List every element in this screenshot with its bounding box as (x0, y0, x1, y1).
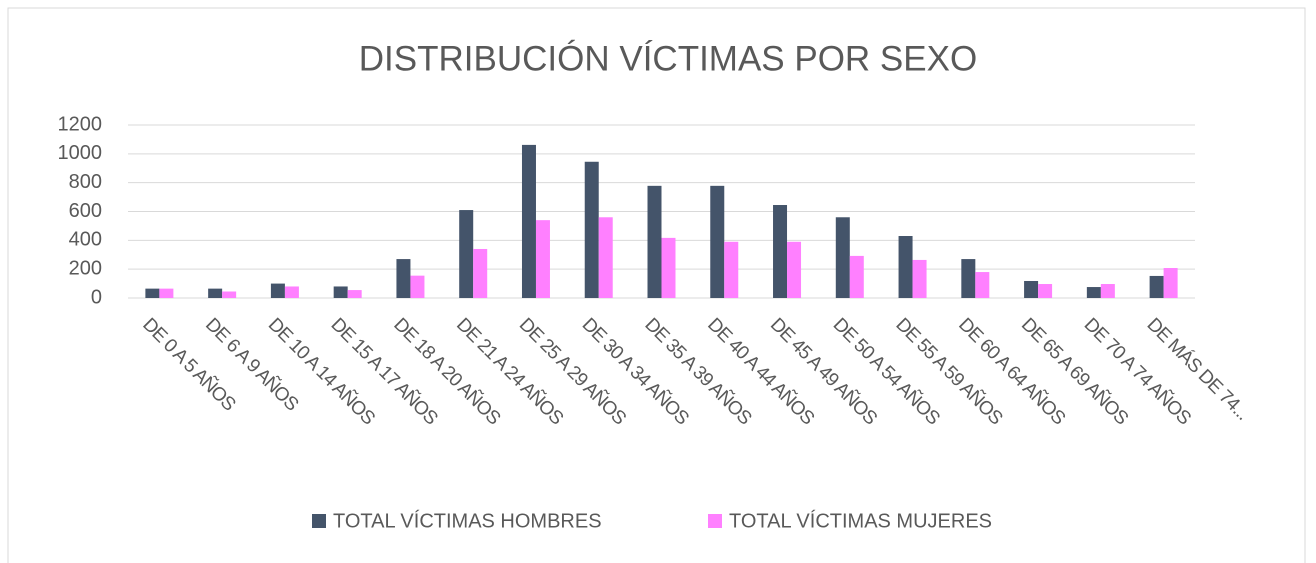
bar (473, 248, 488, 298)
bar (598, 217, 613, 298)
bar (1163, 268, 1178, 298)
bar (661, 237, 676, 298)
y-tick-label: 0 (91, 286, 102, 308)
bar (347, 290, 362, 298)
legend-swatch (312, 514, 326, 528)
bar (710, 185, 725, 298)
y-tick-label: 200 (69, 257, 102, 279)
bar (222, 291, 237, 298)
chart-title: DISTRIBUCIÓN VÍCTIMAS POR SEXO (359, 39, 977, 78)
legend-swatch (708, 514, 722, 528)
bar (898, 236, 913, 298)
bar (647, 185, 662, 298)
bar (535, 220, 550, 298)
bar (208, 288, 223, 298)
bar (1149, 275, 1164, 298)
bar (912, 259, 927, 298)
bar (835, 217, 850, 298)
bar (410, 275, 425, 298)
bar (1100, 284, 1115, 298)
bar (396, 259, 411, 298)
y-tick-label: 600 (69, 200, 102, 222)
bar (961, 259, 976, 298)
legend-label: TOTAL VÍCTIMAS HOMBRES (333, 509, 602, 532)
legend-label: TOTAL VÍCTIMAS MUJERES (729, 509, 992, 532)
y-tick-label: 800 (69, 171, 102, 193)
bar (145, 288, 160, 298)
bar (849, 255, 864, 298)
bar (270, 283, 285, 298)
bar (459, 210, 474, 298)
bar (1086, 287, 1101, 298)
bar (284, 286, 299, 298)
bar (333, 286, 348, 298)
bar (159, 288, 174, 298)
y-tick-label: 400 (69, 229, 102, 251)
y-tick-label: 1200 (58, 113, 103, 135)
bar (521, 144, 536, 298)
bar (724, 241, 739, 298)
bar (584, 161, 599, 298)
bar (1024, 280, 1039, 298)
y-tick-label: 1000 (58, 142, 103, 164)
bar (1038, 284, 1053, 298)
bar (773, 205, 788, 298)
bar (787, 241, 802, 298)
bar (975, 272, 990, 298)
